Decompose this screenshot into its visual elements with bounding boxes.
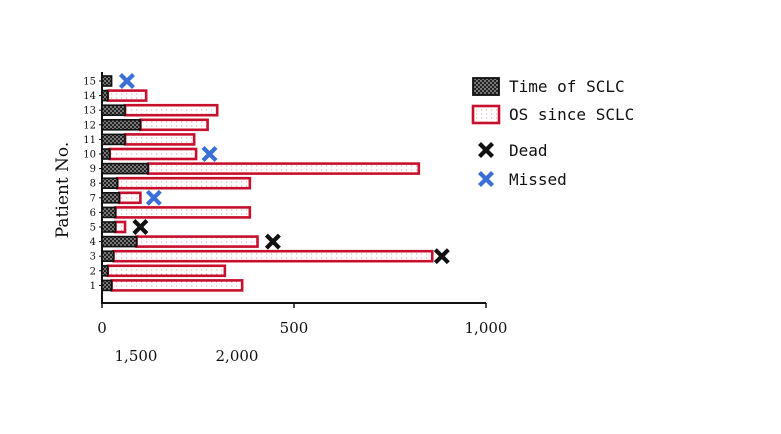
bar-time-of-sclc: [101, 279, 113, 292]
bar-os-since-sclc: [106, 89, 148, 102]
y-tick-label: 4: [90, 237, 96, 248]
x-tick-label: 1,000: [465, 319, 508, 337]
y-tick-label: 10: [83, 150, 96, 161]
bar-os-since-sclc: [116, 176, 252, 190]
y-tick-label: 7: [90, 193, 96, 204]
legend-swatch-time-of-sclc: [472, 77, 500, 96]
bar-time-of-sclc: [101, 250, 115, 262]
x-tick-label-secondary: 2,000: [216, 347, 259, 365]
y-tick-label: 13: [83, 106, 96, 117]
bar-os-since-sclc: [135, 235, 259, 248]
legend-entry: Time of SCLC: [472, 77, 625, 96]
x-tick-label: 0: [97, 319, 107, 337]
x-tick-label-secondary: 1,500: [115, 347, 158, 365]
y-tick-label: 5: [90, 223, 96, 234]
y-tick-label: 12: [83, 120, 96, 131]
bar-time-of-sclc: [101, 235, 138, 248]
legend-label: Missed: [509, 170, 567, 189]
chart-bars: [101, 75, 434, 292]
y-tick-label: 14: [83, 91, 96, 102]
bar-time-of-sclc: [101, 264, 109, 277]
bar-os-since-sclc: [146, 162, 421, 175]
missed-marker: [118, 73, 135, 89]
missed-marker: [201, 146, 218, 162]
bar-os-since-sclc: [106, 264, 227, 278]
y-tick-label: 11: [83, 135, 96, 146]
missed-marker: [145, 189, 162, 206]
legend-entry: Dead: [478, 141, 548, 160]
x-tick-label: 500: [280, 319, 309, 337]
legend-label: Time of SCLC: [509, 77, 625, 96]
bar-time-of-sclc: [101, 148, 111, 160]
legend-entry: OS since SCLC: [471, 104, 634, 125]
bar-os-since-sclc: [112, 249, 434, 263]
legend-entry: Missed: [478, 170, 567, 189]
bar-os-since-sclc: [139, 118, 209, 132]
bar-time-of-sclc: [101, 133, 126, 146]
y-tick-label: 3: [90, 252, 96, 263]
y-tick-label: 1: [90, 281, 96, 292]
legend-label: OS since SCLC: [509, 105, 634, 124]
y-tick-label: 9: [90, 164, 96, 175]
legend-swatch-dead: [478, 142, 494, 158]
y-tick-label: 8: [90, 179, 96, 190]
chart-markers: [118, 73, 450, 265]
bar-os-since-sclc: [123, 103, 219, 117]
bar-time-of-sclc: [101, 192, 121, 204]
legend-swatch-missed: [478, 171, 494, 187]
bar-time-of-sclc: [101, 119, 142, 131]
bar-time-of-sclc: [101, 206, 117, 219]
y-tick-label: 2: [90, 266, 96, 277]
bar-time-of-sclc: [101, 177, 119, 189]
y-axis-title: Patient No.: [53, 142, 73, 239]
bar-os-since-sclc: [114, 220, 127, 234]
chart-legend: Time of SCLC OS since SCLC Dead Missed: [471, 77, 634, 189]
bar-time-of-sclc: [101, 162, 149, 175]
bar-time-of-sclc: [101, 75, 113, 87]
bar-os-since-sclc: [114, 206, 252, 219]
bar-os-since-sclc: [108, 147, 198, 161]
bar-os-since-sclc: [123, 133, 196, 146]
bar-time-of-sclc: [101, 104, 126, 116]
dead-marker: [433, 248, 450, 265]
y-tick-label: 15: [83, 77, 96, 88]
y-tick-label: 6: [90, 208, 96, 219]
legend-label: Dead: [509, 141, 548, 160]
bar-os-since-sclc: [117, 191, 142, 205]
bar-time-of-sclc: [101, 89, 109, 102]
dead-marker: [132, 219, 149, 235]
dead-marker: [264, 233, 281, 250]
bar-time-of-sclc: [101, 221, 117, 233]
bar-os-since-sclc: [110, 279, 244, 292]
legend-swatch-os-since-sclc: [471, 104, 501, 125]
